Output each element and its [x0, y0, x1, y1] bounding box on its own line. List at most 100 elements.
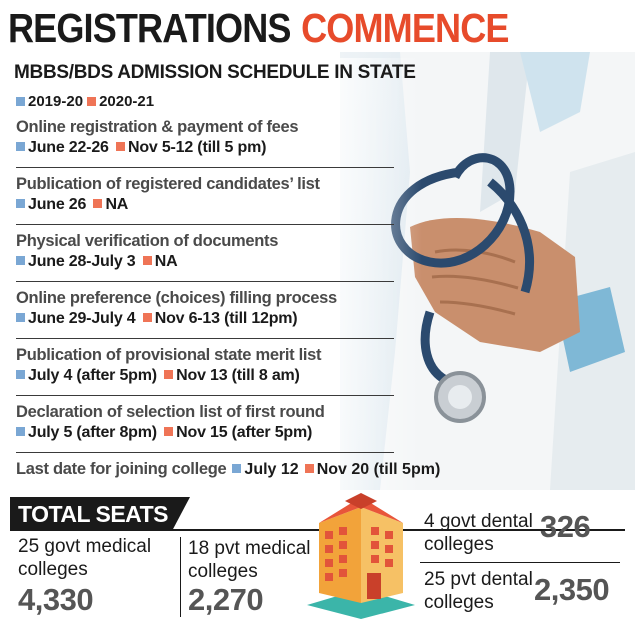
row-dates: June 22-26 Nov 5-12 (till 5 pm) [16, 139, 416, 157]
row-divider [16, 167, 394, 168]
legend-item-2019-20: 2019-20 [16, 93, 83, 110]
row-label: Online preference (choices) filling proc… [16, 289, 337, 307]
row-label: Publication of registered candidates’ li… [16, 175, 320, 193]
seat-label-line2: colleges [424, 534, 494, 555]
schedule-row-preference-filling: Online preference (choices) filling proc… [16, 289, 416, 328]
stethoscope-tube-upper [487, 178, 534, 294]
date-2019-text: June 26 [28, 196, 87, 213]
color-square-icon [142, 256, 152, 266]
color-square-icon [164, 370, 174, 380]
headline-word-registrations: REGISTRATIONS [8, 5, 291, 51]
date-2019-20: July 4 (after 5pm) [16, 367, 157, 385]
seat-label-line1: 25 pvt dental [424, 569, 533, 590]
headline: REGISTRATIONS COMMENCE [8, 4, 509, 52]
seat-label-line1: 25 govt medical [18, 536, 152, 557]
row-label: Physical verification of documents [16, 232, 279, 250]
color-square-icon [16, 313, 25, 323]
date-2020-21: Nov 6-13 (till 12pm) [142, 310, 298, 328]
date-2020-text: Nov 20 (till 5pm) [316, 461, 441, 478]
seat-value-govt-dental: 326 [540, 509, 591, 544]
date-2020-text: NA [105, 196, 129, 213]
color-square-icon [16, 427, 25, 437]
legend: 2019-20 2020-21 [16, 93, 158, 110]
seat-label-line2: colleges [424, 592, 494, 613]
date-2020-21: Nov 5-12 (till 5 pm) [115, 139, 267, 157]
date-2020-text: Nov 6-13 (till 12pm) [154, 310, 298, 327]
date-2020-21: Nov 20 (till 5pm) [304, 461, 441, 479]
finger-line-2 [431, 274, 519, 290]
color-square-icon [142, 313, 152, 323]
finger-line-3 [439, 300, 516, 316]
row-divider [16, 281, 394, 282]
date-2019-text: July 12 [244, 461, 299, 478]
row-divider [16, 224, 394, 225]
date-2020-text: NA [154, 253, 178, 270]
coat-lapel [480, 52, 530, 212]
seat-label-govt-dental: 4 govt dental colleges [424, 510, 533, 556]
seat-label-line1: 18 pvt medical [188, 538, 311, 559]
color-square-icon [87, 96, 97, 106]
row-label: Publication of provisional state merit l… [16, 346, 322, 364]
color-square-icon [232, 464, 242, 474]
color-square-icon [16, 256, 25, 266]
seat-label-govt-medical: 25 govt medical colleges [18, 535, 151, 581]
legend-label-2019-20: 2019-20 [28, 93, 84, 110]
building-door [367, 573, 381, 599]
doctor-stethoscope-photo [340, 52, 635, 490]
color-square-icon [16, 142, 25, 152]
date-2019-20: June 26 [16, 196, 86, 214]
date-2020-21: NA [142, 253, 178, 271]
seat-value-pvt-dental: 2,350 [534, 572, 610, 607]
building-windows-right [371, 527, 393, 567]
seats-divider [10, 529, 625, 531]
row-label: Declaration of selection list of first r… [16, 403, 325, 421]
seat-label-line2: colleges [188, 561, 258, 582]
total-seats-banner [10, 497, 190, 531]
date-2019-20: June 29-July 4 [16, 310, 136, 328]
stethoscope-diaphragm [448, 385, 472, 409]
date-2020-text: Nov 5-12 (till 5 pm) [127, 139, 267, 156]
schedule-row-registered-list: Publication of registered candidates’ li… [16, 175, 416, 214]
building-windows-left [325, 527, 347, 581]
building-base [307, 589, 415, 619]
schedule-row-joining-college: Last date for joining college July 12 Nov … [16, 460, 516, 479]
date-2019-text: July 4 (after 5pm) [28, 367, 157, 384]
color-square-icon [16, 199, 25, 209]
color-square-icon [16, 370, 25, 380]
color-square-icon [93, 199, 103, 209]
seat-label-pvt-dental: 25 pvt dental colleges [424, 568, 533, 614]
row-divider [16, 395, 394, 396]
date-2020-21: Nov 13 (till 8 am) [164, 367, 300, 385]
color-square-icon [304, 464, 314, 474]
row-dates: June 29-July 4 Nov 6-13 (till 12pm) [16, 310, 416, 328]
schedule-panel: MBBS/BDS ADMISSION SCHEDULE IN STATE 201… [10, 58, 500, 490]
total-seats-title: TOTAL SEATS [18, 501, 168, 527]
row-label: Last date for joining college [16, 460, 227, 478]
schedule-row-online-registration: Online registration & payment of fees Ju… [16, 118, 416, 157]
legend-item-2020-21: 2020-21 [87, 93, 154, 110]
row-dates: July 5 (after 8pm) Nov 15 (after 5pm) [16, 424, 416, 442]
building-roof-top [345, 493, 377, 509]
date-2020-21: NA [93, 196, 128, 214]
row-label: Online registration & payment of fees [16, 118, 299, 136]
college-building-icon [307, 493, 415, 619]
color-square-icon [115, 142, 125, 152]
schedule-row-physical-verification: Physical verification of documents June … [16, 232, 416, 271]
row-divider [16, 452, 394, 453]
date-2019-text: June 28-July 3 [28, 253, 136, 270]
row-dates: June 26 NA [16, 196, 416, 214]
seats-vertical-divider [180, 537, 181, 617]
schedule-title: MBBS/BDS ADMISSION SCHEDULE IN STATE [14, 62, 416, 83]
dental-divider [420, 562, 620, 563]
schedule-row-selection-list: Declaration of selection list of first r… [16, 403, 416, 442]
schedule-row-merit-list: Publication of provisional state merit l… [16, 346, 416, 385]
row-divider [16, 338, 394, 339]
doctor-illustration [380, 52, 635, 490]
date-2019-text: July 5 (after 8pm) [28, 424, 157, 441]
date-2019-text: June 29-July 4 [28, 310, 136, 327]
date-2019-20: July 12 [232, 461, 299, 479]
seat-label-pvt-medical: 18 pvt medical colleges [188, 537, 311, 583]
date-2019-20: June 28-July 3 [16, 253, 136, 271]
seat-value-govt-medical: 4,330 [18, 582, 94, 617]
